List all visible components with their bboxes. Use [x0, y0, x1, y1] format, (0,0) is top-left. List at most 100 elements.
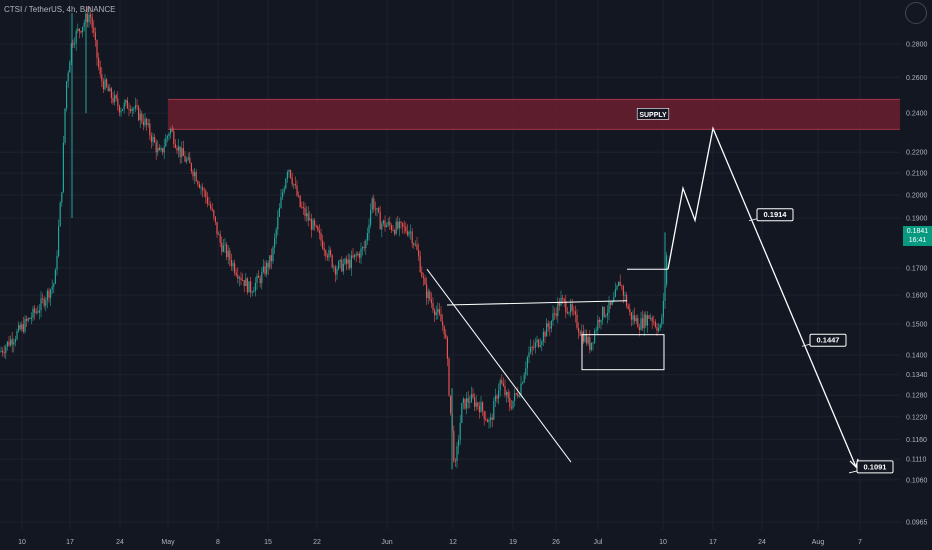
candle-body: [42, 298, 44, 300]
candle-body: [333, 266, 335, 268]
candle-body: [112, 98, 114, 103]
candle-body: [611, 301, 613, 305]
supply-zone-label: SUPPLY: [639, 112, 667, 119]
candle-body: [478, 406, 480, 413]
chart-settings-button[interactable]: [905, 2, 927, 24]
candle-body: [389, 221, 391, 226]
candle-body: [638, 327, 640, 330]
candle-body: [472, 394, 474, 398]
x-tick-label: 19: [509, 539, 517, 546]
candle-body: [448, 358, 450, 396]
candle-body: [354, 254, 356, 258]
candle-body: [197, 181, 199, 184]
supply-zone-label-box: [636, 108, 670, 120]
x-tick-label: Jul: [594, 539, 603, 546]
candle-body: [334, 266, 336, 275]
candle-body: [219, 234, 221, 243]
candle-body: [34, 308, 36, 313]
candle-body: [394, 230, 396, 234]
drawings[interactable]: 0.1914 0.1447 0.1091: [426, 126, 894, 474]
candle-body: [536, 339, 538, 343]
candle-body: [283, 188, 285, 193]
candle-body: [117, 98, 119, 106]
candle-body: [347, 259, 349, 264]
candle-body: [314, 220, 316, 226]
candle-body: [184, 155, 186, 162]
y-axis: 0.2800 0.2600 0.2400 0.2200 0.2100 0.2000 0.19…: [906, 42, 928, 527]
candle-body: [634, 315, 636, 322]
candle-body: [629, 309, 631, 313]
candle-body: [541, 341, 543, 346]
candle-body: [141, 113, 143, 122]
candle-body: [331, 255, 333, 268]
candle-body: [349, 259, 351, 269]
candle-body: [203, 190, 205, 191]
candle-body: [58, 226, 60, 256]
candle-body: [13, 341, 15, 345]
y-tick-label: 0.1400: [906, 353, 928, 360]
candle-body: [258, 275, 260, 278]
candle-body: [240, 277, 242, 280]
price-label-pointer: [801, 343, 811, 347]
candle-body: [227, 250, 229, 258]
candle-body: [555, 313, 557, 317]
candle-body: [410, 231, 412, 233]
candle-body: [222, 245, 224, 252]
candle-body: [94, 32, 96, 41]
x-tick-label: Jun: [381, 539, 392, 546]
candle-body: [285, 178, 287, 189]
candle-body: [282, 192, 284, 198]
candle-body: [469, 402, 471, 403]
candle-body: [24, 318, 26, 332]
candle-body: [373, 198, 375, 210]
candle-body: [632, 315, 634, 320]
candle-body: [411, 231, 413, 244]
candle-body: [450, 395, 452, 414]
candle-body: [427, 291, 429, 299]
candle-body: [350, 255, 352, 269]
candle-body: [362, 247, 364, 249]
candle-body: [266, 262, 268, 275]
supply-zone[interactable]: SUPPLY: [168, 98, 900, 130]
candle-body: [171, 128, 173, 132]
chart-title: CTSI / TetherUS, 4h, BINANCE: [4, 5, 116, 14]
x-tick-label: 22: [313, 539, 321, 546]
candle-body: [381, 223, 383, 230]
candle-body: [206, 197, 208, 204]
candle-body: [462, 398, 464, 403]
candle-body: [547, 323, 549, 328]
x-tick-label: 10: [659, 539, 667, 546]
candle-body: [165, 138, 167, 147]
candle-body: [118, 105, 120, 113]
candle-body: [570, 304, 572, 313]
candle-body: [208, 203, 210, 205]
candle-body: [597, 319, 599, 330]
y-tick-label: 0.1700: [906, 265, 928, 272]
candle-body: [136, 105, 138, 107]
candle-body: [261, 271, 263, 284]
candle-body: [144, 118, 146, 126]
candle-body: [666, 255, 668, 285]
candle-body: [574, 311, 576, 315]
candle-body: [22, 324, 24, 332]
candle-body: [304, 207, 306, 217]
candle-body: [253, 290, 255, 293]
candle-body: [8, 341, 10, 346]
candle-body: [454, 460, 456, 462]
candle-body: [662, 300, 664, 318]
candle-body: [488, 419, 490, 423]
candle-body: [522, 382, 524, 384]
candle-body: [418, 249, 420, 257]
candle-body: [229, 250, 231, 261]
candle-body: [606, 312, 608, 316]
candle-body: [480, 402, 482, 413]
candle-body: [290, 170, 292, 178]
candle-body: [138, 106, 140, 121]
candle-body: [246, 278, 248, 293]
candle-body: [317, 226, 319, 231]
candle-body: [557, 301, 559, 317]
candle-body: [288, 170, 290, 173]
candle-body: [211, 208, 213, 211]
candle-body: [464, 398, 466, 409]
